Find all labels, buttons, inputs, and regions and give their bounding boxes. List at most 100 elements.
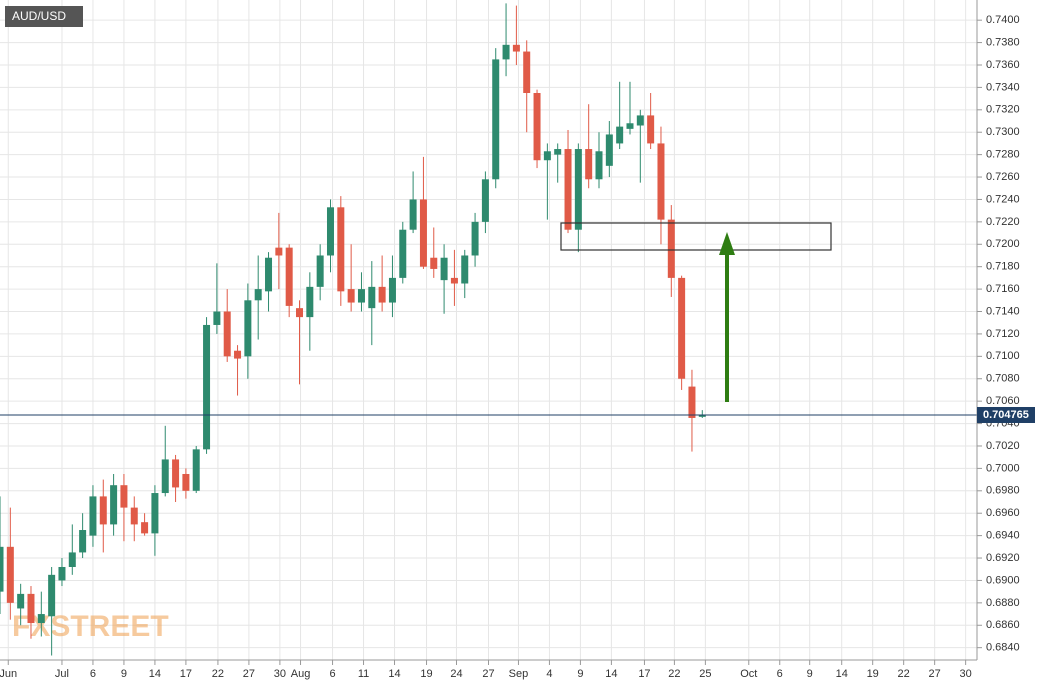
candle-body bbox=[554, 149, 562, 155]
x-tick-label: 27 bbox=[243, 668, 255, 680]
candle-body bbox=[626, 123, 634, 129]
candle-body bbox=[17, 593, 25, 609]
y-tick-label: 0.6880 bbox=[986, 597, 1020, 609]
x-tick-label: Aug bbox=[291, 668, 311, 680]
y-tick-label: 0.7080 bbox=[986, 373, 1020, 385]
y-tick-label: 0.7000 bbox=[986, 462, 1020, 474]
candle-body bbox=[37, 614, 45, 624]
x-tick-label: 30 bbox=[960, 668, 972, 680]
candle-body bbox=[326, 207, 334, 256]
candle-body bbox=[357, 289, 365, 303]
x-tick-label: 6 bbox=[90, 668, 96, 680]
candle-body bbox=[419, 199, 427, 267]
candle-body bbox=[347, 289, 355, 303]
candle-body bbox=[564, 149, 572, 230]
y-tick-label: 0.7260 bbox=[986, 171, 1020, 183]
candle-body bbox=[316, 255, 324, 287]
y-tick-label: 0.7160 bbox=[986, 283, 1020, 295]
x-tick-label: Jul bbox=[55, 668, 69, 680]
x-tick-label: 14 bbox=[836, 668, 848, 680]
x-tick-label: 24 bbox=[450, 668, 462, 680]
x-tick-label: 17 bbox=[180, 668, 192, 680]
candle-body bbox=[678, 277, 686, 379]
candle-body bbox=[647, 115, 655, 144]
candle-body bbox=[585, 149, 593, 180]
x-tick-label: 17 bbox=[638, 668, 650, 680]
y-tick-label: 0.7360 bbox=[986, 59, 1020, 71]
candle-body bbox=[688, 386, 696, 418]
y-tick-label: 0.7220 bbox=[986, 216, 1020, 228]
candle-body bbox=[698, 414, 706, 417]
x-tick-label: 9 bbox=[577, 668, 583, 680]
candle-body bbox=[543, 151, 551, 161]
watermark: FXSTREET bbox=[12, 610, 169, 643]
y-tick-label: 0.7100 bbox=[986, 350, 1020, 362]
x-tick-label: 9 bbox=[807, 668, 813, 680]
last-price-label: 0.704765 bbox=[983, 409, 1029, 421]
candle-body bbox=[141, 522, 149, 534]
y-tick-label: 0.6960 bbox=[986, 507, 1020, 519]
x-tick-label: 27 bbox=[482, 668, 494, 680]
candle-body bbox=[275, 247, 283, 256]
candle-body bbox=[244, 300, 252, 357]
candle-body bbox=[254, 289, 262, 301]
y-tick-label: 0.6940 bbox=[986, 530, 1020, 542]
candle-body bbox=[471, 221, 479, 256]
x-tick-label: 14 bbox=[149, 668, 161, 680]
x-tick-label: 6 bbox=[329, 668, 335, 680]
candle-body bbox=[110, 485, 118, 525]
candle-body bbox=[234, 350, 242, 359]
candle-body bbox=[120, 485, 128, 508]
candle-body bbox=[79, 530, 87, 553]
y-tick-label: 0.7060 bbox=[986, 395, 1020, 407]
x-tick-label: 19 bbox=[867, 668, 879, 680]
candle-body bbox=[595, 151, 603, 180]
chart-title: AUD/USD bbox=[12, 9, 66, 23]
candle-body bbox=[182, 473, 190, 491]
title-box bbox=[5, 6, 83, 27]
candle-body bbox=[388, 277, 396, 303]
candle-body bbox=[430, 257, 438, 269]
x-tick-label: 14 bbox=[388, 668, 400, 680]
candle-body bbox=[172, 459, 180, 488]
arrow-head bbox=[719, 232, 735, 255]
candle-body bbox=[68, 552, 76, 567]
x-tick-label: Sep bbox=[509, 668, 529, 680]
candle-body bbox=[151, 493, 159, 534]
x-tick-label: 22 bbox=[668, 668, 680, 680]
candle-body bbox=[0, 546, 4, 592]
x-tick-label: 11 bbox=[358, 668, 369, 680]
zone-box bbox=[560, 222, 832, 251]
y-tick-label: 0.6900 bbox=[986, 574, 1020, 586]
candle-body bbox=[296, 308, 304, 318]
last-price-box bbox=[977, 406, 1035, 423]
x-tick-label: 27 bbox=[929, 668, 941, 680]
x-tick-label: 14 bbox=[605, 668, 617, 680]
y-tick-label: 0.7340 bbox=[986, 81, 1020, 93]
candle-body bbox=[399, 229, 407, 278]
candle-body bbox=[481, 179, 489, 222]
y-tick-label: 0.7180 bbox=[986, 261, 1020, 273]
candle-body bbox=[161, 459, 169, 494]
candle-body bbox=[6, 546, 14, 603]
candle-body bbox=[203, 324, 211, 450]
candle-body bbox=[657, 143, 665, 220]
y-tick-label: 0.7320 bbox=[986, 104, 1020, 116]
x-tick-label: 9 bbox=[121, 668, 127, 680]
y-tick-label: 0.7400 bbox=[986, 14, 1020, 26]
candle-body bbox=[502, 44, 510, 60]
y-tick-label: 0.7380 bbox=[986, 36, 1020, 48]
candle-body bbox=[213, 311, 221, 325]
y-tick-label: 0.6980 bbox=[986, 485, 1020, 497]
candle-body bbox=[450, 277, 458, 284]
candle-body bbox=[605, 134, 613, 166]
y-tick-label: 0.7200 bbox=[986, 238, 1020, 250]
candle-body bbox=[512, 44, 520, 52]
x-tick-label: Oct bbox=[740, 668, 757, 680]
x-tick-label: 6 bbox=[777, 668, 783, 680]
x-tick-label: 22 bbox=[212, 668, 224, 680]
x-tick-label: 4 bbox=[546, 668, 552, 680]
candle-body bbox=[337, 207, 345, 292]
x-tick-label: 30 bbox=[274, 668, 286, 680]
